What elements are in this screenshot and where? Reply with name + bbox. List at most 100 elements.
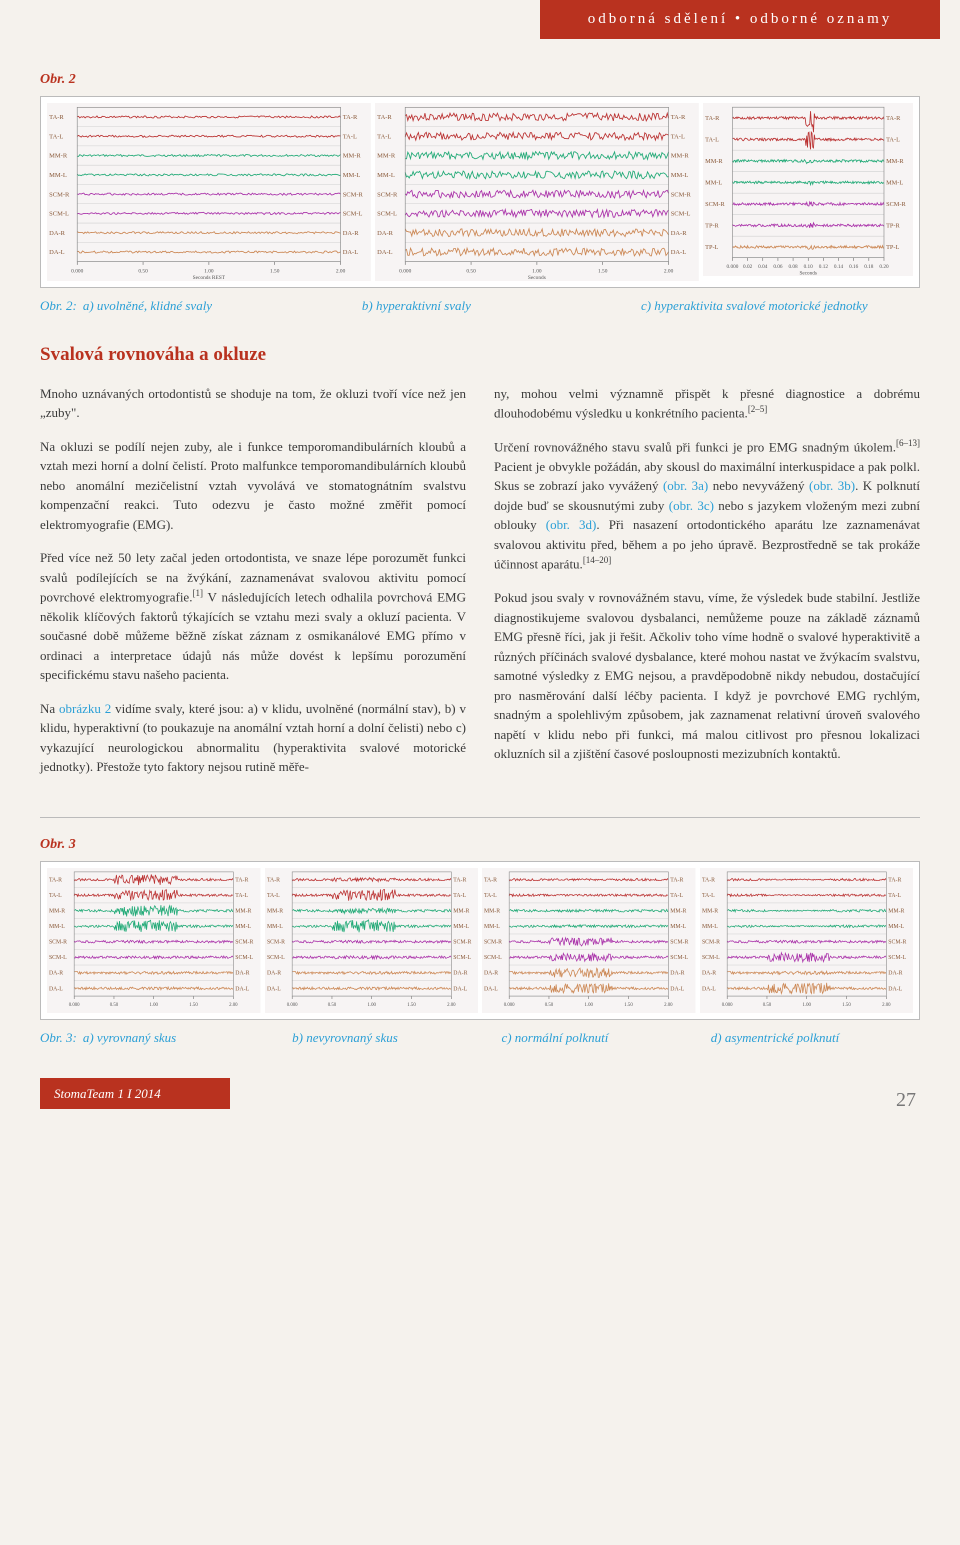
para-2: Na okluzi se podílí nejen zuby, ale i fu… — [40, 437, 466, 535]
svg-text:DA-L: DA-L — [377, 249, 392, 256]
svg-text:TA-L: TA-L — [886, 136, 900, 143]
svg-text:SCM-L: SCM-L — [671, 210, 691, 217]
svg-text:TA-R: TA-R — [235, 877, 248, 883]
svg-text:DA-L: DA-L — [235, 986, 249, 992]
para-6-link2: (obr. 3b) — [809, 478, 855, 493]
svg-text:MM-L: MM-L — [377, 171, 395, 178]
fig3-panel: TA-R TA-R TA-L TA-L MM-R MM-R MM-L MM-L SCM-R SCM… — [40, 861, 920, 1021]
svg-text:MM-R: MM-R — [671, 152, 690, 159]
svg-text:MM-R: MM-R — [49, 909, 65, 915]
body-columns: Mnoho uznávaných ortodontistů se shoduje… — [40, 384, 920, 791]
svg-text:SCM-R: SCM-R — [701, 940, 719, 946]
svg-text:MM-L: MM-L — [701, 924, 717, 930]
svg-text:Seconds: Seconds — [799, 270, 817, 276]
para-6-link4: (obr. 3d) — [546, 517, 597, 532]
svg-text:MM-R: MM-R — [670, 909, 686, 915]
para-5-a: ny, mohou velmi významně přispět k přesn… — [494, 386, 920, 421]
fig2-caption-row: Obr. 2: a) uvolněné, klidné svaly b) hyp… — [40, 296, 920, 316]
svg-text:1.00: 1.00 — [802, 1003, 811, 1008]
svg-text:0.50: 0.50 — [762, 1003, 771, 1008]
svg-text:1.00: 1.00 — [585, 1003, 594, 1008]
svg-text:DA-L: DA-L — [266, 986, 280, 992]
section-header-band: odborná sdělení • odborné oznamy — [540, 0, 940, 39]
svg-text:MM-R: MM-R — [705, 158, 723, 165]
para-4: Na obrázku 2 vidíme svaly, které jsou: a… — [40, 699, 466, 777]
section-heading: Svalová rovnováha a okluze — [40, 341, 920, 370]
svg-text:SCM-R: SCM-R — [235, 940, 253, 946]
svg-text:TA-L: TA-L — [453, 893, 466, 899]
fig3-caption-c: c) normální polknutí — [501, 1028, 710, 1048]
fig2-caption-a: a) uvolněné, klidné svaly — [83, 296, 362, 316]
svg-text:TA-R: TA-R — [484, 877, 497, 883]
svg-text:2.00: 2.00 — [229, 1003, 238, 1008]
svg-text:DA-R: DA-R — [671, 229, 687, 236]
para-6-link1: (obr. 3a) — [663, 478, 708, 493]
svg-text:TA-L: TA-L — [266, 893, 279, 899]
fig2-svg-a: TA-RTA-RTA-LTA-LMM-RMM-RMM-LMM-LSCM-RSCM… — [47, 103, 371, 281]
fig2-caption-pre: Obr. 2: — [40, 296, 77, 316]
fig3-svg-c: TA-RTA-RTA-LTA-LMM-RMM-RMM-LMM-LSCM-RSCM… — [482, 868, 696, 1014]
svg-text:MM-L: MM-L — [235, 924, 251, 930]
para-6-a: Určení rovnovážného stavu svalů při funk… — [494, 439, 896, 454]
svg-text:DA-R: DA-R — [343, 229, 359, 236]
svg-text:TA-R: TA-R — [701, 877, 714, 883]
svg-text:SCM-R: SCM-R — [49, 940, 67, 946]
svg-text:TP-R: TP-R — [886, 222, 900, 229]
svg-text:2.00: 2.00 — [447, 1003, 456, 1008]
svg-text:SCM-R: SCM-R — [888, 940, 906, 946]
svg-text:SCM-L: SCM-L — [377, 210, 397, 217]
fig3-caption-b: b) nevyrovnaný skus — [292, 1028, 501, 1048]
fig2-subpanel-b: TA-RTA-RTA-LTA-LMM-RMM-RMM-LMM-LSCM-RSCM… — [375, 103, 699, 281]
para-6-c: nebo nevyvážený — [708, 478, 809, 493]
svg-text:MM-L: MM-L — [49, 924, 65, 930]
svg-text:DA-L: DA-L — [49, 249, 64, 256]
svg-text:TA-L: TA-L — [235, 893, 248, 899]
svg-text:DA-R: DA-R — [49, 971, 63, 977]
svg-text:0.50: 0.50 — [466, 268, 476, 274]
svg-text:TA-R: TA-R — [670, 877, 683, 883]
svg-text:0.000: 0.000 — [399, 268, 411, 274]
fig2-svg-c: TA-RTA-RTA-LTA-LMM-RMM-RMM-LMM-LSCM-RSCM… — [703, 103, 913, 277]
fig3-subpanel-c: TA-RTA-RTA-LTA-LMM-RMM-RMM-LMM-LSCM-RSCM… — [482, 868, 696, 1014]
svg-text:MM-L: MM-L — [671, 171, 689, 178]
svg-text:1.00: 1.00 — [367, 1003, 376, 1008]
fig2-label: Obr. 2 — [40, 69, 920, 90]
para-5-sup: [2–5] — [748, 404, 768, 414]
svg-text:SCM-R: SCM-R — [453, 940, 471, 946]
svg-text:TA-R: TA-R — [343, 114, 358, 121]
fig2-caption-c: c) hyperaktivita svalové motorické jedno… — [641, 296, 920, 316]
para-5: ny, mohou velmi významně přispět k přesn… — [494, 384, 920, 423]
svg-text:DA-R: DA-R — [266, 971, 280, 977]
svg-text:TP-R: TP-R — [705, 222, 719, 229]
svg-text:0.08: 0.08 — [788, 264, 798, 270]
svg-text:TA-L: TA-L — [701, 893, 714, 899]
fig3-caption-row: Obr. 3: a) vyrovnaný skus b) nevyrovnaný… — [40, 1028, 920, 1048]
svg-text:MM-R: MM-R — [266, 909, 282, 915]
para-1: Mnoho uznávaných ortodontistů se shoduje… — [40, 384, 466, 423]
svg-text:0.16: 0.16 — [849, 264, 859, 270]
svg-text:DA-L: DA-L — [343, 249, 358, 256]
svg-text:MM-L: MM-L — [886, 179, 903, 186]
svg-text:TA-L: TA-L — [377, 133, 391, 140]
fig3-svg-d: TA-RTA-RTA-LTA-LMM-RMM-RMM-LMM-LSCM-RSCM… — [700, 868, 914, 1014]
svg-text:MM-R: MM-R — [343, 152, 362, 159]
fig3-svg-b: TA-RTA-RTA-LTA-LMM-RMM-RMM-LMM-LSCM-RSCM… — [265, 868, 479, 1014]
para-6-link3: (obr. 3c) — [669, 498, 714, 513]
svg-text:MM-L: MM-L — [49, 171, 67, 178]
svg-text:MM-R: MM-R — [886, 158, 904, 165]
column-left: Mnoho uznávaných ortodontistů se shoduje… — [40, 384, 466, 791]
svg-text:2.00: 2.00 — [882, 1003, 891, 1008]
divider — [40, 817, 920, 818]
svg-text:DA-L: DA-L — [671, 249, 686, 256]
svg-text:SCM-R: SCM-R — [670, 940, 688, 946]
svg-text:TP-L: TP-L — [886, 244, 899, 251]
svg-text:MM-L: MM-L — [266, 924, 282, 930]
page-number: 27 — [40, 1085, 920, 1115]
svg-text:0.10: 0.10 — [803, 264, 813, 270]
svg-text:1.50: 1.50 — [407, 1003, 416, 1008]
svg-text:SCM-L: SCM-L — [701, 955, 719, 961]
svg-text:0.50: 0.50 — [138, 268, 148, 274]
svg-text:0.000: 0.000 — [721, 1003, 732, 1008]
fig3-svg-a: TA-RTA-RTA-LTA-LMM-RMM-RMM-LMM-LSCM-RSCM… — [47, 868, 261, 1014]
svg-text:DA-L: DA-L — [49, 986, 63, 992]
